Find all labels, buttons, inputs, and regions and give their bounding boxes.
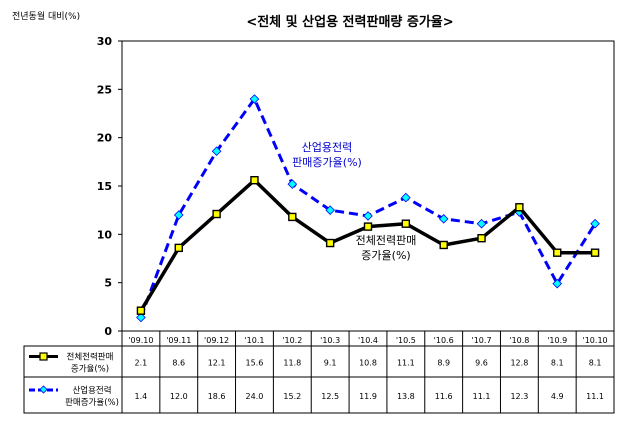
- data-label: 13.8: [397, 392, 415, 401]
- data-label: 12.3: [510, 392, 528, 401]
- x-tick-label: '09.11: [166, 336, 191, 345]
- data-label: 2.1: [135, 359, 148, 368]
- data-point: [363, 222, 373, 231]
- x-tick-label: '09.12: [204, 336, 229, 345]
- data-label: 12.0: [170, 392, 188, 401]
- legend-label: 산업용전력 판매증가율(%): [65, 385, 119, 408]
- data-point: [174, 243, 183, 253]
- data-point: [136, 306, 146, 315]
- data-label: 1.4: [135, 392, 148, 401]
- data-label: 18.6: [208, 392, 226, 401]
- data-point: [401, 219, 411, 228]
- data-point: [476, 218, 487, 229]
- series-0: [136, 175, 600, 315]
- y-tick-label: 20: [97, 132, 113, 145]
- x-tick-label: '10.10: [583, 336, 608, 345]
- chart-title: <전체 및 산업용 전력판매량 증가율>: [246, 14, 453, 30]
- y-tick-label: 15: [97, 180, 112, 193]
- data-point: [249, 94, 260, 104]
- data-point: [325, 205, 335, 215]
- data-point: [552, 278, 563, 289]
- legend-marker: [39, 385, 48, 394]
- data-label: 12.5: [321, 392, 339, 401]
- data-label: 12.8: [510, 359, 528, 368]
- series-line-1: [139, 97, 597, 318]
- x-tick-label: '10.1: [244, 336, 264, 345]
- data-point: [212, 209, 221, 219]
- legend-label: 전체전력판매 증가율(%): [67, 352, 114, 375]
- x-tick-label: '10.6: [434, 336, 454, 345]
- data-point: [590, 218, 600, 229]
- data-point: [250, 175, 259, 185]
- data-label: 15.6: [246, 359, 264, 368]
- data-point: [477, 233, 486, 243]
- x-tick-label: '10.3: [320, 336, 340, 345]
- data-point: [287, 179, 298, 189]
- data-label: 24.0: [246, 392, 264, 401]
- table-legend-0: 전체전력판매 증가율(%): [29, 352, 113, 375]
- data-label: 9.1: [324, 359, 337, 368]
- data-label: 11.6: [435, 392, 453, 401]
- x-tick-label: '09.10: [128, 336, 153, 345]
- data-label: 8.1: [589, 359, 602, 368]
- data-point: [439, 240, 448, 250]
- data-point: [211, 146, 222, 157]
- series-1: [136, 94, 600, 323]
- data-point: [325, 238, 335, 248]
- data-label: 12.1: [208, 359, 226, 368]
- data-label: 8.9: [437, 359, 450, 368]
- series-annotations: 산업용전력 판매증가율(%) 전체전력판매 증가율(%): [292, 141, 416, 262]
- x-tick-label: '10.8: [509, 336, 529, 345]
- legend-marker: [39, 352, 48, 361]
- data-label: 8.6: [172, 359, 185, 368]
- x-tick-label: '10.7: [472, 336, 492, 345]
- series-annotation: 전체전력판매 증가율(%): [356, 234, 417, 262]
- data-label: 4.9: [551, 392, 564, 401]
- series-layer: [136, 94, 600, 323]
- y-tick-label: 10: [97, 228, 113, 241]
- data-label: 11.1: [397, 359, 415, 368]
- data-label: 8.1: [551, 359, 564, 368]
- data-point: [590, 248, 600, 257]
- x-tick-label: '10.4: [358, 336, 378, 345]
- y-tick-label: 30: [97, 35, 113, 48]
- data-point: [288, 212, 297, 222]
- data-table: '09.10 '09.11 '09.12 '10.1 '10.2 '10.3 '10.4 '1…: [23, 331, 615, 414]
- data-label: 9.6: [475, 359, 488, 368]
- data-point: [173, 210, 184, 220]
- data-point: [401, 192, 411, 203]
- data-label: 11.1: [586, 392, 604, 401]
- data-label: 10.8: [359, 359, 377, 368]
- data-point: [553, 248, 562, 257]
- x-tick-label: '10.2: [282, 336, 302, 345]
- y-tick-label: 0: [104, 325, 112, 338]
- y-axis-label: 전년동월 대비(%): [12, 10, 80, 22]
- data-point: [438, 214, 449, 224]
- x-tick-label: '10.9: [547, 336, 567, 345]
- series-annotation: 산업용전력 판매증가율(%): [292, 141, 362, 169]
- x-tick-label: '10.5: [396, 336, 416, 345]
- data-label: 15.2: [283, 392, 301, 401]
- data-label: 11.1: [473, 392, 491, 401]
- y-tick-label: 5: [104, 277, 112, 290]
- data-label: 11.9: [359, 392, 377, 401]
- table-legend-1: 산업용전력 판매증가율(%): [29, 385, 119, 408]
- data-label: 11.8: [283, 359, 301, 368]
- data-point: [136, 312, 146, 323]
- y-axis-ticks: 0 5 10 15 20 25 30: [97, 35, 122, 338]
- data-point: [515, 203, 524, 212]
- data-point: [363, 211, 373, 221]
- y-tick-label: 25: [97, 83, 112, 96]
